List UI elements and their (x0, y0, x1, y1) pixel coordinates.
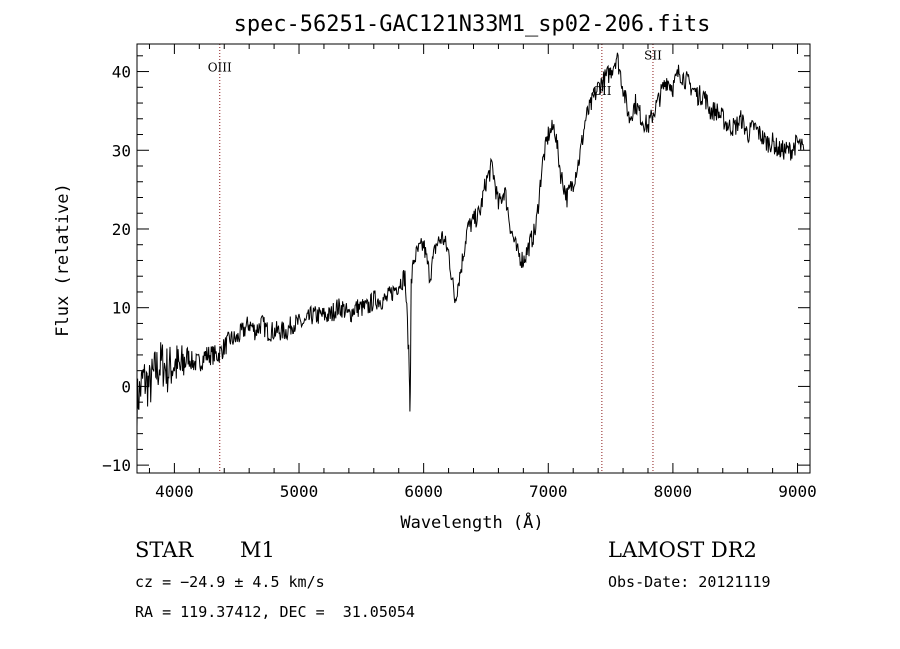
marker-label-oii: OII (592, 84, 612, 98)
object-class: STAR (135, 538, 194, 562)
y-tick-label: 0 (121, 377, 131, 396)
y-tick-label: −10 (102, 456, 131, 475)
coordinates-text: RA = 119.37412, DEC = 31.05054 (135, 603, 415, 621)
survey-label: LAMOST DR2 (608, 538, 757, 562)
x-axis-label: Wavelength (Å) (400, 511, 543, 533)
object-subclass: M1 (240, 538, 275, 562)
marker-label-oiii: OIII (208, 61, 232, 75)
x-axis-tick-labels: 4000 5000 6000 7000 8000 9000 (155, 482, 817, 501)
y-tick-label: 40 (112, 63, 131, 82)
x-tick-label: 7000 (529, 482, 568, 501)
x-tick-label: 9000 (778, 482, 817, 501)
y-axis-label: Flux (relative) (53, 183, 73, 337)
x-tick-label: 8000 (654, 482, 693, 501)
annotation-lines (219, 44, 654, 473)
spectrum-line (136, 52, 805, 428)
x-axis-ticks (148, 44, 799, 473)
y-tick-label: 10 (112, 299, 131, 318)
y-tick-label: 30 (112, 141, 131, 160)
annotation-labels: OIII OII SII (208, 49, 662, 98)
y-axis-tick-labels: −10 0 10 20 30 40 (102, 63, 131, 476)
y-axis-ticks (137, 55, 810, 466)
chart-title: spec-56251-GAC121N33M1_sp02-206.fits (234, 12, 711, 37)
x-tick-label: 4000 (155, 482, 194, 501)
marker-label-sii: SII (644, 49, 662, 63)
velocity-text: cz = −24.9 ± 4.5 km/s (135, 573, 325, 591)
x-tick-label: 5000 (280, 482, 319, 501)
obs-date-text: Obs-Date: 20121119 (608, 573, 771, 591)
x-tick-label: 6000 (404, 482, 443, 501)
y-tick-label: 20 (112, 220, 131, 239)
